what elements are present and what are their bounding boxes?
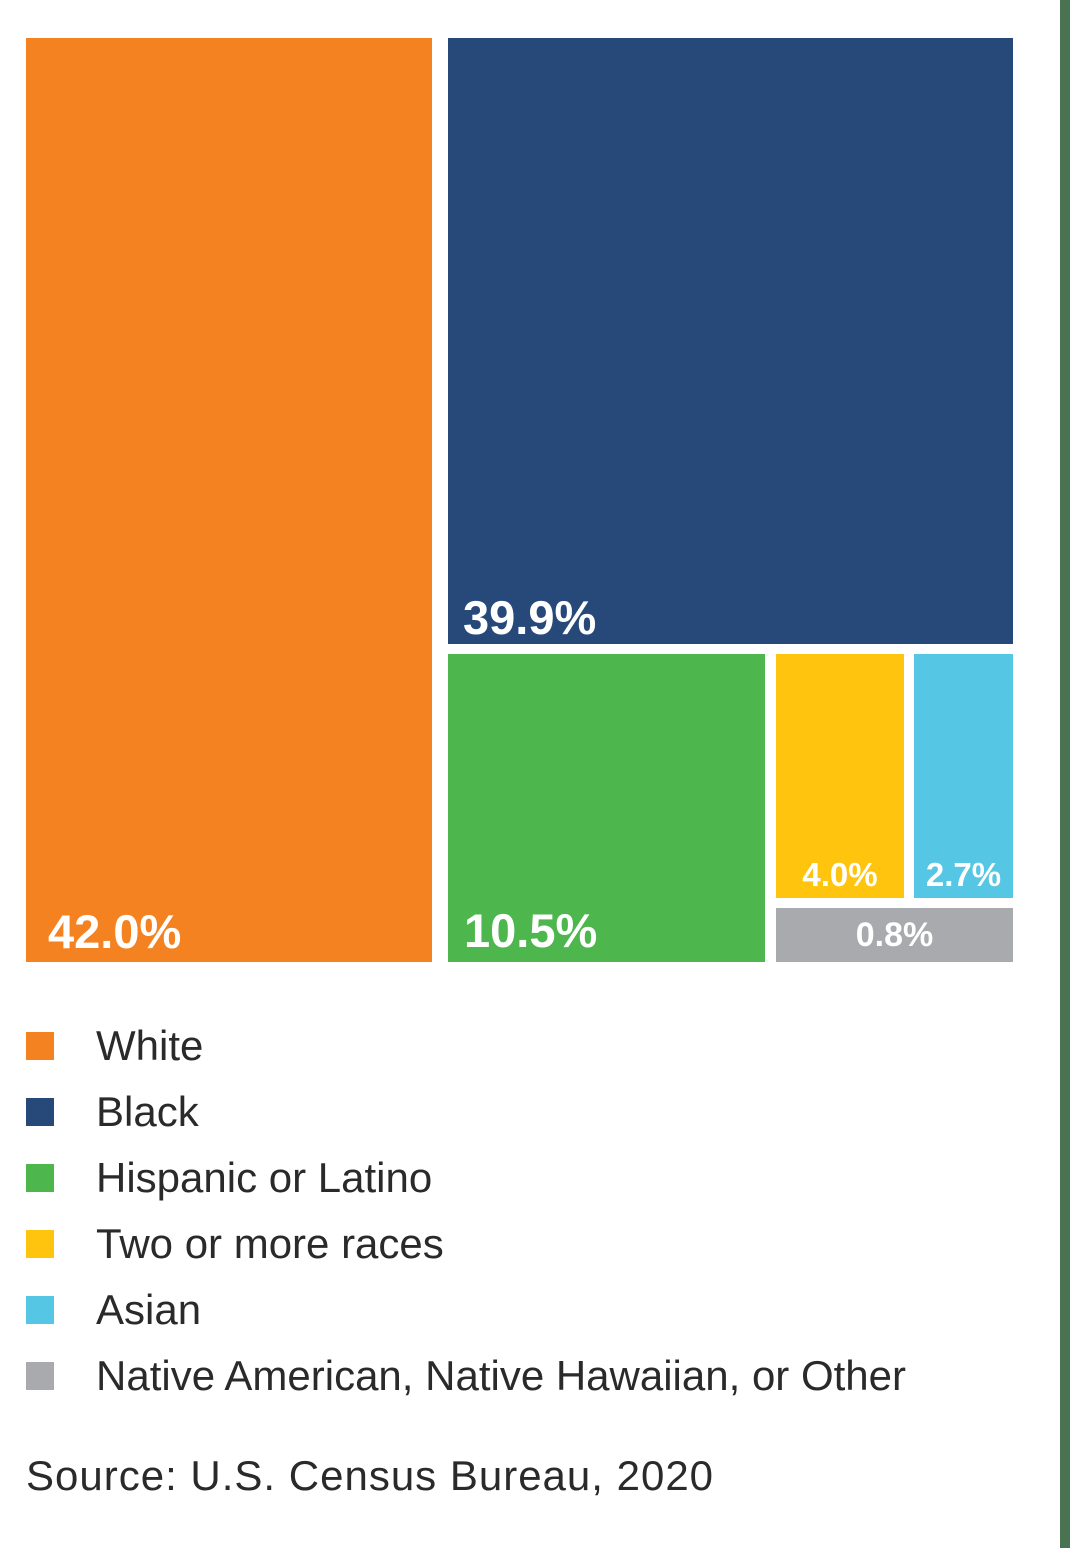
value-label-white: 42.0% [48, 905, 182, 958]
legend-label-native-american-native-hawaiian-or-other: Native American, Native Hawaiian, or Oth… [96, 1352, 906, 1399]
legend: White Black Hispanic or Latino Two or mo… [26, 1013, 1026, 1409]
legend-swatch-native-american-native-hawaiian-or-other [26, 1362, 54, 1390]
legend-item-white: White [26, 1013, 1026, 1079]
treemap-block-two-or-more-races: 4.0% [776, 654, 904, 898]
legend-swatch-hispanic-or-latino [26, 1164, 54, 1192]
legend-swatch-asian [26, 1296, 54, 1324]
legend-item-asian: Asian [26, 1277, 1026, 1343]
legend-label-white: White [96, 1022, 204, 1069]
treemap-block-native-american-native-hawaiian-or-other: 0.8% [776, 908, 1013, 962]
legend-item-two-or-more-races: Two or more races [26, 1211, 1026, 1277]
value-label-black: 39.9% [463, 591, 597, 644]
legend-label-asian: Asian [96, 1286, 202, 1333]
treemap-block-white: 42.0% [26, 38, 432, 962]
legend-label-black: Black [96, 1088, 199, 1135]
source-note: Source: U.S. Census Bureau, 2020 [26, 1452, 715, 1499]
legend-label-two-or-more-races: Two or more races [96, 1220, 444, 1267]
value-label-asian: 2.7% [925, 856, 1002, 893]
legend-label-hispanic-or-latino: Hispanic or Latino [96, 1154, 433, 1201]
treemap-block-black: 39.9% [448, 38, 1013, 644]
legend-swatch-black [26, 1098, 54, 1126]
legend-swatch-two-or-more-races [26, 1230, 54, 1258]
treemap-block-hispanic-or-latino: 10.5% [448, 654, 765, 962]
value-label-two-or-more-races: 4.0% [802, 856, 878, 893]
value-label-hispanic-or-latino: 10.5% [464, 904, 598, 957]
legend-item-hispanic-or-latino: Hispanic or Latino [26, 1145, 1026, 1211]
legend-item-native-american-native-hawaiian-or-other: Native American, Native Hawaiian, or Oth… [26, 1343, 1026, 1409]
page-edge-stripe [1060, 0, 1070, 1548]
legend-item-black: Black [26, 1079, 1026, 1145]
value-label-native-american-native-hawaiian-or-other: 0.8% [855, 916, 934, 954]
legend-swatch-white [26, 1032, 54, 1060]
treemap-block-asian: 2.7% [914, 654, 1013, 898]
